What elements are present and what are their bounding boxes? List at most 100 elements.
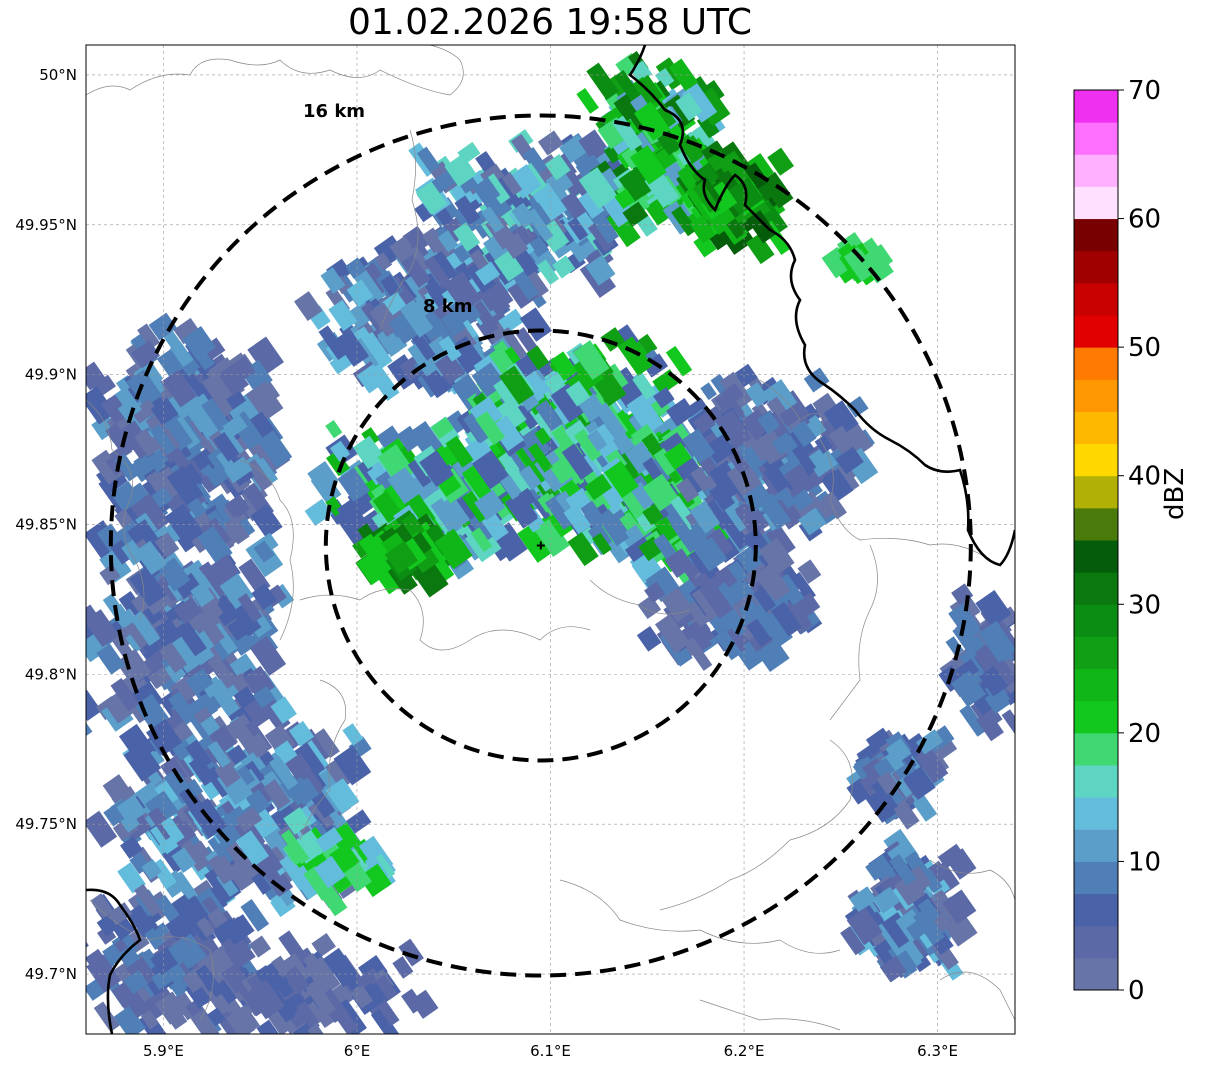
echo-cell [159, 412, 193, 451]
echo-cell [700, 382, 717, 401]
echo-cell [471, 300, 494, 326]
echo-cell [536, 259, 560, 285]
echo-cell [753, 586, 777, 613]
echo-cell [430, 497, 463, 535]
echo-cell [871, 780, 899, 813]
echo-cell [346, 279, 374, 307]
echo-cell [249, 635, 287, 676]
echo-cell [249, 935, 272, 958]
echo-cell [655, 57, 686, 91]
lon-tick-label: 6.1°E [530, 1042, 571, 1060]
echo-cell [434, 352, 466, 385]
echo-cell [951, 670, 987, 708]
colorbar-segment [1074, 572, 1118, 605]
echo-cell [437, 230, 459, 253]
echo-cell [653, 514, 679, 543]
echo-cell [86, 717, 93, 740]
echo-cell [665, 345, 693, 377]
echo-cell [717, 169, 740, 192]
echo-cell [283, 806, 312, 835]
echo-cell [154, 777, 184, 807]
echo-cell [580, 500, 608, 532]
echo-cell [329, 842, 360, 874]
echo-cell [578, 190, 605, 219]
echo-cell [149, 424, 176, 455]
echo-cell [865, 727, 892, 752]
echo-cell [358, 863, 392, 898]
echo-cell [415, 181, 448, 215]
echo-cell [653, 448, 679, 476]
echo-cell [528, 236, 550, 258]
echo-cell [491, 397, 527, 434]
colorbar-segment [1074, 540, 1118, 573]
echo-cell [733, 177, 764, 210]
colorbar-frame [1073, 89, 1119, 991]
echo-cell [765, 524, 796, 558]
echo-cell [814, 434, 833, 454]
echo-cell [470, 527, 493, 552]
echo-cell [173, 675, 200, 702]
echo-cell [718, 563, 740, 585]
echo-cell [167, 938, 195, 965]
echo-cell [141, 858, 162, 880]
echo-cell [166, 465, 204, 507]
echo-cell [354, 331, 393, 374]
echo-cell [103, 691, 135, 724]
echo-cell [475, 411, 506, 446]
lon-tick-label: 6.2°E [724, 1042, 765, 1060]
echo-cell [257, 430, 293, 468]
echo-cell [790, 488, 814, 512]
colorbar-segment [1074, 379, 1118, 412]
echo-cell [126, 369, 163, 408]
echo-cell [294, 291, 323, 322]
echo-cell [328, 999, 359, 1034]
echo-cell [578, 129, 609, 162]
echo-cell [307, 461, 339, 493]
echo-cell [392, 956, 414, 979]
echo-cell [835, 446, 864, 475]
echo-cell [212, 993, 231, 1014]
echo-cell [626, 393, 664, 435]
echo-cell [798, 507, 827, 536]
echo-cell [325, 778, 360, 814]
echo-cell [410, 330, 436, 361]
echo-cell [684, 637, 713, 671]
echo-cell [549, 351, 578, 381]
echo-cell [507, 164, 542, 199]
echo-cell [150, 397, 179, 426]
echo-cell [86, 689, 102, 722]
colorbar-segment [1074, 893, 1118, 927]
echo-cell [657, 130, 681, 156]
echo-cell [815, 493, 842, 520]
echo-cell [333, 745, 372, 786]
echo-cell [677, 166, 699, 191]
echo-cell [438, 335, 462, 362]
echo-cell [224, 713, 254, 741]
echo-cell [303, 866, 334, 901]
echo-cell [695, 572, 722, 603]
echo-cell [251, 583, 277, 610]
echo-cell [452, 244, 471, 263]
echo-cell [370, 1008, 399, 1034]
echo-cell [881, 750, 905, 774]
echo-cell [734, 363, 758, 388]
echo-cell [380, 274, 401, 297]
echo-cell [129, 566, 167, 608]
echo-cell [771, 432, 796, 456]
echo-cell [162, 369, 198, 408]
echo-cell [498, 308, 525, 334]
echo-cell [823, 469, 846, 494]
colorbar-segment [1074, 347, 1118, 380]
echo-cell [329, 440, 351, 462]
echo-cell [190, 581, 215, 608]
colorbar-tick-label: 40 [1128, 462, 1161, 492]
colorbar-segment [1074, 604, 1118, 637]
echo-cell [303, 1001, 326, 1026]
echo-cell [443, 271, 482, 313]
echo-cell [190, 1009, 224, 1034]
echo-cell [544, 154, 571, 181]
echo-cell [117, 862, 146, 894]
echo-cell [525, 208, 554, 242]
echo-cell [792, 444, 817, 474]
echo-cell [410, 989, 439, 1019]
